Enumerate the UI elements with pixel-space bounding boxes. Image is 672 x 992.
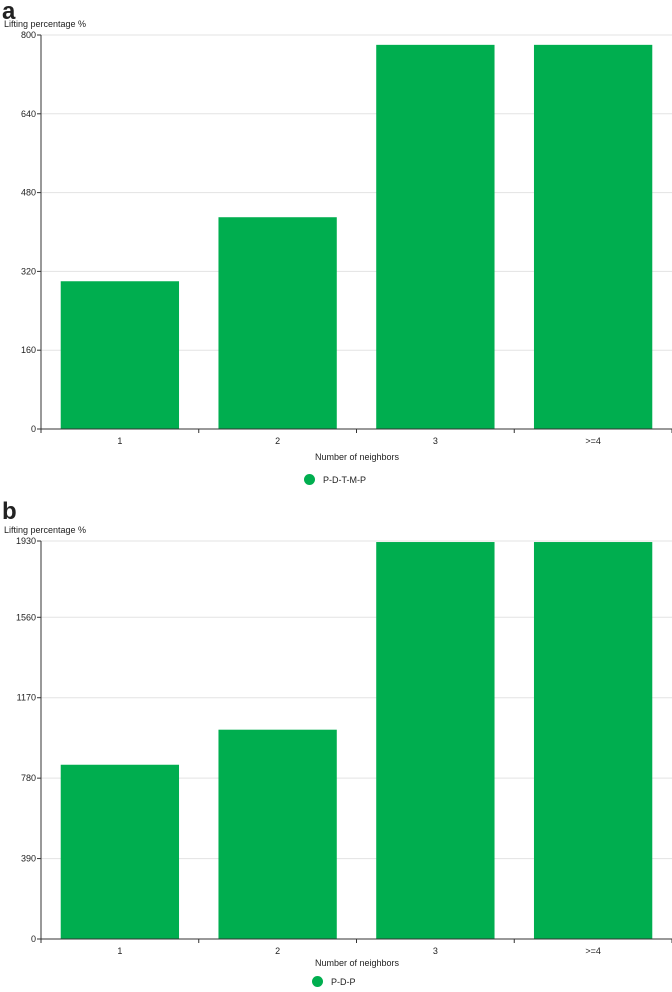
chart-panel-a: a Lifting percentage % 0 160 320 480 640 800 1… [2,0,672,485]
bar [376,44,495,429]
bar-chart-b: 0 390 780 1170 1560 1930 1 2 3 >=4 [16,536,672,956]
y-tick-label: 0 [31,934,36,944]
x-axis-label: Number of neighbors [314,958,400,968]
legend-label: P-D-T-M-P [323,474,366,485]
legend: P-D-T-M-P [304,474,366,485]
legend-marker [304,474,315,485]
x-tick-label: 3 [433,946,438,956]
x-tick-label: >=4 [585,436,601,446]
x-tick-label: 2 [275,436,280,446]
panel-letter-b: b [2,498,17,525]
y-axis-label: Lifting percentage % [4,19,87,29]
bar [376,542,495,939]
legend-label: P-D-P [331,976,356,987]
y-tick-label: 640 [21,109,36,119]
legend-marker [312,976,323,987]
chart-panel-b: b Lifting percentage % 0 390 780 1170 1560 19… [0,496,672,992]
x-tick-label: 3 [433,436,438,446]
y-tick-label: 160 [21,345,36,355]
legend: P-D-P [312,976,356,987]
x-tick-label: >=4 [585,946,601,956]
y-tick-label: 320 [21,266,36,276]
bar [533,542,653,939]
bar [533,44,653,429]
x-axis-label: Number of neighbors [314,452,400,462]
y-tick-label: 1560 [16,612,36,622]
y-tick-label: 0 [31,424,36,434]
bar [60,281,180,429]
y-tick-label: 390 [21,854,36,864]
y-tick-label: 800 [21,30,36,40]
bar [218,217,337,429]
x-tick-label: 2 [275,946,280,956]
panel-letter-a: a [2,0,16,25]
bar [60,764,180,939]
bar-chart-a: 0 160 320 480 640 800 1 2 3 >=4 [21,30,672,446]
x-tick-label: 1 [117,436,122,446]
bar [218,729,337,939]
y-tick-label: 1930 [16,536,36,546]
y-tick-label: 1170 [17,693,36,703]
x-tick-label: 1 [117,946,122,956]
y-tick-label: 480 [21,188,36,198]
y-tick-label: 780 [21,773,36,783]
y-axis-label: Lifting percentage % [4,525,87,535]
